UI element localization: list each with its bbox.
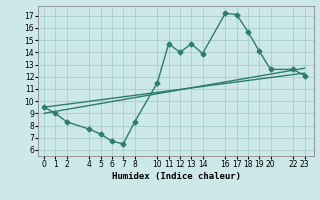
X-axis label: Humidex (Indice chaleur): Humidex (Indice chaleur) — [111, 172, 241, 181]
